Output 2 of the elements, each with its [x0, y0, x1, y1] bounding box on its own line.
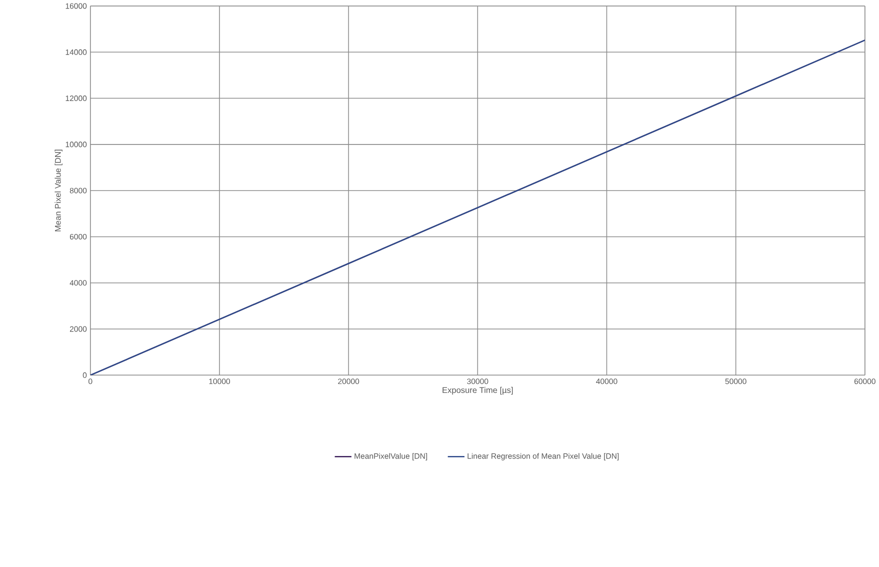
y-axis-title: Mean Pixel Value [DN] [54, 150, 62, 232]
x-axis-title: Exposure Time [µs] [442, 387, 513, 395]
